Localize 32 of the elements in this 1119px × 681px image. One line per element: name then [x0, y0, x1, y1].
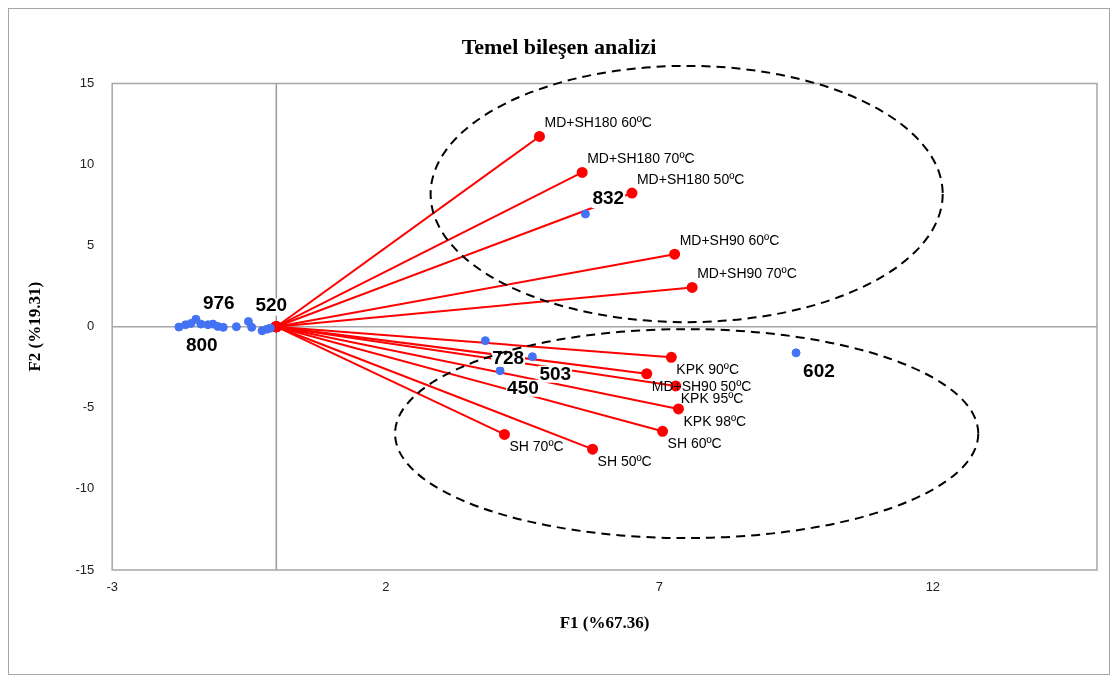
annotation: 832	[592, 186, 625, 208]
y-tick-label: 5	[86, 237, 95, 253]
x-tick-label: 2	[382, 579, 390, 595]
y-tick-label: 15	[79, 74, 95, 90]
y-tick-label: -5	[82, 399, 95, 415]
x-tick-label: 7	[655, 579, 663, 595]
annotation: MD+SH180 70ºC	[587, 150, 695, 167]
y-axis-title: F2 (%19.31)	[24, 281, 44, 372]
annotation: 450	[507, 377, 539, 399]
annotation: KPK 90ºC	[676, 361, 740, 378]
annotation: 520	[255, 294, 288, 316]
y-tick-label: 0	[86, 318, 95, 334]
annotation: MD+SH180 50ºC	[636, 170, 745, 187]
annotation: SH 60ºC	[667, 435, 722, 452]
annotation: 800	[185, 333, 218, 355]
x-axis-title: F1 (%67.36)	[559, 613, 650, 633]
y-tick-label: -15	[75, 561, 95, 577]
annotation: SH 50ºC	[597, 453, 652, 470]
annotation: 503	[539, 363, 572, 385]
y-tick-label: -10	[75, 480, 95, 496]
x-tick-label: 12	[925, 579, 941, 595]
annotation: SH 70ºC	[509, 438, 564, 455]
annotation: KPK 98ºC	[683, 412, 747, 429]
annotation: MD+SH90 60ºC	[679, 232, 780, 249]
y-tick-label: 10	[79, 156, 95, 172]
x-tick-label: -3	[106, 579, 118, 595]
annotation: 728	[492, 347, 525, 369]
annotation: MD+SH180 60ºC	[544, 114, 652, 131]
annotation: MD+SH90 70ºC	[697, 265, 797, 282]
annotation: 602	[803, 359, 835, 381]
chart-title: Temel bileşen analizi	[461, 33, 657, 59]
annotation: 976	[202, 291, 235, 313]
